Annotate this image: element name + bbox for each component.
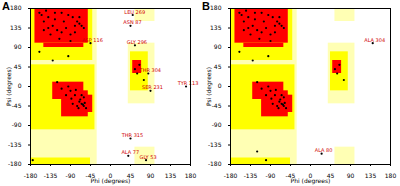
svg-text:-180: -180 [24, 172, 38, 179]
svg-text:Phi (degrees): Phi (degrees) [291, 177, 331, 185]
svg-text:-180: -180 [8, 160, 22, 167]
svg-text:135: 135 [210, 24, 222, 31]
svg-text:-90: -90 [266, 172, 276, 179]
svg-text:-90: -90 [12, 121, 22, 128]
svg-text:GLY 296: GLY 296 [127, 39, 147, 45]
svg-text:0: 0 [18, 82, 22, 89]
svg-text:GLY 53: GLY 53 [140, 154, 157, 160]
svg-text:90: 90 [214, 43, 222, 50]
svg-text:LEU 269: LEU 269 [124, 9, 145, 15]
svg-text:135: 135 [10, 24, 22, 31]
svg-text:THR 315: THR 315 [121, 132, 143, 138]
svg-text:180: 180 [385, 172, 397, 179]
svg-text:ASN 87: ASN 87 [123, 19, 141, 25]
svg-text:90: 90 [147, 172, 155, 179]
html-text:B: B [202, 0, 210, 12]
svg-text:-45: -45 [212, 102, 222, 109]
svg-text:-135: -135 [208, 141, 222, 148]
svg-text:Phi (degrees): Phi (degrees) [91, 177, 131, 185]
svg-text:45: 45 [14, 63, 22, 70]
svg-text:180: 180 [10, 4, 22, 11]
svg-text:180: 180 [185, 172, 197, 179]
svg-text:ALA 80: ALA 80 [315, 147, 333, 153]
svg-text:0: 0 [308, 171, 313, 179]
svg-text:SER 231: SER 231 [142, 84, 163, 90]
svg-text:-135: -135 [244, 172, 258, 179]
svg-text:ASP 116: ASP 116 [82, 37, 103, 43]
svg-text:-90: -90 [66, 172, 76, 179]
svg-text:Psi (degrees): Psi (degrees) [205, 67, 213, 106]
html-text:A: A [2, 0, 10, 12]
svg-text:-135: -135 [8, 141, 22, 148]
svg-text:-90: -90 [212, 121, 222, 128]
svg-text:135: 135 [365, 172, 377, 179]
svg-text:ALA 304: ALA 304 [364, 37, 385, 43]
svg-text:-180: -180 [208, 160, 222, 167]
svg-text:Psi (degrees): Psi (degrees) [5, 67, 13, 106]
svg-text:-45: -45 [12, 102, 22, 109]
svg-text:90: 90 [14, 43, 22, 50]
svg-text:THR 304: THR 304 [139, 67, 161, 73]
svg-text:180: 180 [210, 4, 222, 11]
svg-text:-180: -180 [224, 172, 238, 179]
svg-text:-45: -45 [285, 171, 296, 179]
svg-text:0: 0 [218, 82, 222, 89]
svg-text:45: 45 [214, 63, 222, 70]
svg-text:45: 45 [326, 171, 335, 179]
svg-text:TYR 113: TYR 113 [177, 80, 199, 86]
svg-text:135: 135 [165, 172, 177, 179]
svg-text:-135: -135 [44, 172, 58, 179]
svg-text:45: 45 [126, 171, 135, 179]
svg-text:-45: -45 [85, 171, 96, 179]
svg-text:0: 0 [108, 171, 113, 179]
svg-text:ALA 77: ALA 77 [121, 149, 139, 155]
svg-text:90: 90 [347, 172, 355, 179]
